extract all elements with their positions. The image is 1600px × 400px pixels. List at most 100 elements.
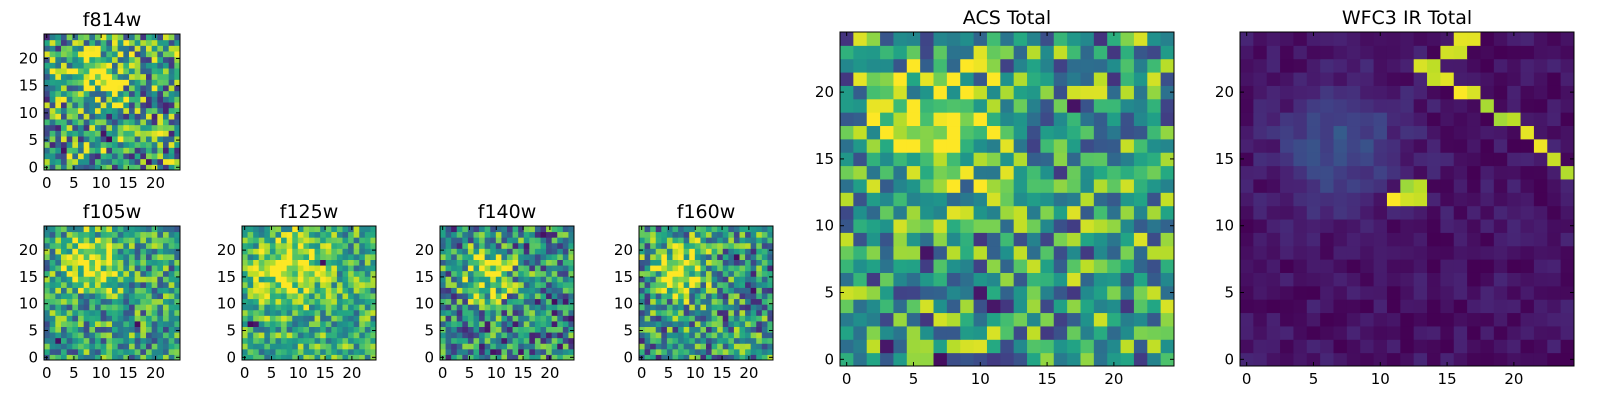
heatmap-cell <box>1306 72 1321 86</box>
heatmap-cell <box>348 248 355 255</box>
heatmap-cell <box>66 248 73 255</box>
heatmap-cell <box>168 253 175 260</box>
heatmap-cell <box>1320 138 1335 153</box>
heatmap-cell <box>163 73 170 80</box>
heatmap-cell <box>117 130 124 137</box>
heatmap-cell <box>551 332 558 339</box>
heatmap-cell <box>1147 165 1162 180</box>
heatmap-cell <box>1413 219 1428 233</box>
heatmap-cell <box>297 248 304 255</box>
heatmap-cell <box>512 226 519 233</box>
heatmap-cell <box>507 226 514 233</box>
heatmap-cell <box>473 226 480 233</box>
heatmap-cell <box>83 39 90 46</box>
heatmap-cell <box>534 237 541 244</box>
heatmap-cell <box>275 265 282 272</box>
heatmap-cell <box>303 337 310 344</box>
heatmap-cell <box>739 226 746 233</box>
heatmap-cell <box>933 125 948 140</box>
heatmap-cell <box>325 332 332 339</box>
heatmap-cell <box>1000 259 1015 273</box>
heatmap-cell <box>473 276 480 283</box>
heatmap-cell <box>140 34 147 41</box>
heatmap-cell <box>1520 272 1535 287</box>
heatmap-cell <box>1400 165 1415 180</box>
x-tick-label: 0 <box>42 174 52 192</box>
heatmap-cell <box>1520 125 1535 140</box>
heatmap-cell <box>163 332 170 339</box>
heatmap-cell <box>168 315 175 322</box>
heatmap-cell <box>281 270 288 277</box>
heatmap-cell <box>540 237 547 244</box>
heatmap-cell <box>168 56 175 63</box>
heatmap-cell <box>711 315 718 322</box>
heatmap-cell <box>89 136 96 143</box>
heatmap-cell <box>1493 32 1508 46</box>
heatmap-cell <box>342 242 349 249</box>
heatmap-cell <box>1133 32 1148 46</box>
heatmap-cell <box>920 219 935 233</box>
heatmap-cell <box>1493 299 1508 314</box>
heatmap-cell <box>440 298 447 305</box>
heatmap-cell <box>529 348 536 355</box>
heatmap-cell <box>140 287 147 294</box>
heatmap-cell <box>1053 85 1068 100</box>
heatmap-cell <box>275 309 282 316</box>
heatmap-cell <box>1413 312 1428 327</box>
heatmap-cell <box>1293 45 1308 60</box>
heatmap-cell <box>106 298 113 305</box>
heatmap-cell <box>1067 138 1081 153</box>
heatmap-cell <box>269 242 276 249</box>
heatmap-cell <box>518 270 525 277</box>
heatmap-cell <box>479 231 486 238</box>
heatmap-cell <box>157 304 164 311</box>
heatmap-cell <box>518 304 525 311</box>
heatmap-cell <box>1333 232 1348 247</box>
heatmap-cell <box>1107 125 1122 140</box>
heatmap-cell <box>1306 219 1321 233</box>
heatmap-cell <box>134 226 141 233</box>
heatmap-cell <box>451 315 458 322</box>
heatmap-cell <box>146 136 153 143</box>
heatmap-cell <box>1333 72 1348 86</box>
heatmap-cell <box>717 276 724 283</box>
heatmap-cell <box>739 315 746 322</box>
heatmap-cell <box>722 354 729 361</box>
heatmap-cell <box>72 113 79 120</box>
heatmap-cell <box>157 287 164 294</box>
heatmap-cell <box>61 326 68 333</box>
heatmap-cell <box>331 265 338 272</box>
heatmap-cell <box>767 270 774 277</box>
heatmap-cell <box>523 248 530 255</box>
heatmap-cell <box>129 56 136 63</box>
heatmap-cell <box>756 326 763 333</box>
heatmap-cell <box>1160 138 1175 153</box>
heatmap-cell <box>1507 98 1522 113</box>
heatmap-cell <box>866 72 881 86</box>
heatmap-cell <box>242 276 249 283</box>
heatmap-cell <box>1533 85 1548 100</box>
heatmap-cell <box>1493 98 1508 113</box>
heatmap-cell <box>1493 219 1508 233</box>
heatmap-cell <box>745 309 752 316</box>
heatmap-cell <box>309 281 316 288</box>
heatmap-cell <box>112 354 119 361</box>
heatmap-cell <box>473 293 480 300</box>
heatmap-cell <box>933 299 948 314</box>
heatmap-cell <box>557 304 564 311</box>
heatmap-cell <box>1306 312 1321 327</box>
heatmap-cell <box>1427 112 1441 127</box>
heatmap-cell <box>694 242 701 249</box>
heatmap-cell <box>258 326 265 333</box>
heatmap-cell <box>112 39 119 46</box>
heatmap-cell <box>1013 339 1028 354</box>
heatmap-cell <box>1053 259 1068 273</box>
heatmap-cell <box>297 332 304 339</box>
heatmap-cell <box>364 281 371 288</box>
heatmap-cell <box>1346 98 1361 113</box>
heatmap-cell <box>247 226 254 233</box>
heatmap-cell <box>1547 232 1562 247</box>
heatmap-cell <box>61 147 68 154</box>
heatmap-cell <box>364 332 371 339</box>
heatmap-cell <box>89 73 96 80</box>
